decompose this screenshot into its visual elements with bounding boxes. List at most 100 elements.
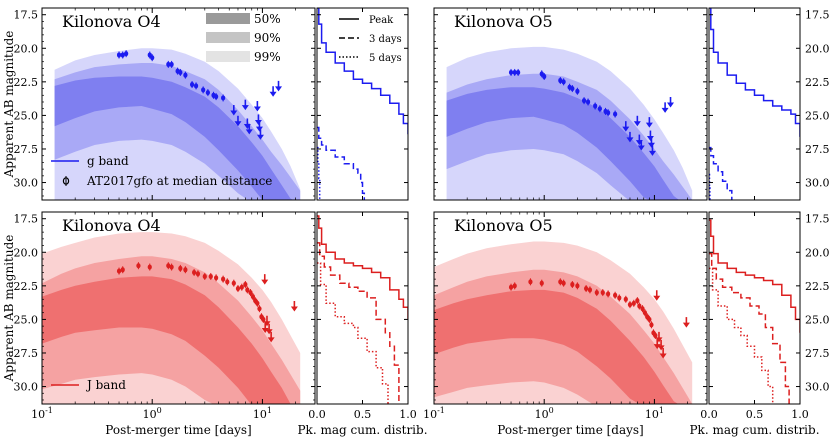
cdf-day3-line (317, 242, 400, 404)
upper-limit-arrow (245, 129, 253, 135)
cdf-xtick-label: 0.5 (354, 408, 372, 421)
xtick-exponent: 1 (267, 406, 272, 415)
upper-limit-arrow (267, 337, 275, 343)
panel-title: Kilonova O5 (454, 12, 553, 31)
data-point (202, 273, 207, 280)
data-point (116, 52, 122, 58)
credible-bands (54, 48, 301, 200)
band-50 (434, 289, 679, 404)
band-legend-label: 50% (254, 12, 281, 26)
data-point (558, 77, 563, 84)
at2017gfo-points (116, 262, 298, 343)
upper-limit-arrow (290, 306, 298, 312)
data-point (584, 285, 589, 292)
data-point (585, 99, 591, 105)
cdf-axis-label: Pk. mag cum. distrib. (689, 423, 819, 437)
upper-limit-arrow (230, 110, 238, 116)
y-axis-label: Apparent AB magnitude (2, 235, 16, 383)
ytick-label: 20.0 (14, 42, 39, 55)
data-point (600, 289, 605, 296)
gband-legend: g band AT2017gfo at median distance (51, 154, 272, 188)
data-point (637, 303, 642, 309)
xtick-base: 10 (31, 408, 45, 421)
ytick-label: 27.5 (14, 143, 39, 156)
main-axes-frame (41, 211, 316, 405)
ytick-label: 25.0 (14, 313, 39, 326)
credible-bands (446, 46, 693, 200)
upper-limit-arrow (653, 344, 661, 350)
credible-bands (434, 241, 693, 404)
panel-title: Kilonova O4 (62, 12, 161, 31)
upper-limit-arrow (255, 126, 263, 132)
upper-limit-arrow (655, 337, 663, 343)
cdf-xtick-label: 1.0 (399, 408, 417, 421)
data-point (575, 283, 580, 289)
data-point (255, 300, 260, 306)
upper-limit-arrow (265, 329, 273, 335)
xtick-label: 10-1 (423, 406, 445, 421)
x-axis-label: Post-merger time [days] (497, 423, 644, 437)
ytick-label: 30.0 (805, 177, 830, 190)
cdf-day5-line (317, 146, 321, 200)
cdf-lines (317, 8, 408, 200)
data-point (570, 85, 575, 92)
xtick-base: 10 (143, 408, 157, 421)
ytick-label: 22.5 (14, 76, 39, 89)
data-point (225, 279, 230, 285)
ytick-label: 22.5 (805, 76, 830, 89)
xtick-exponent: 0 (157, 406, 162, 415)
data-point (606, 110, 611, 116)
jband-legend: J band (51, 378, 126, 392)
xtick-label: 101 (645, 406, 664, 421)
data-point (250, 293, 256, 300)
data-point (120, 52, 125, 58)
data-point (617, 295, 622, 301)
xtick-base: 10 (423, 408, 437, 421)
data-point (235, 285, 241, 292)
cdf-peak-line (709, 8, 800, 137)
xtick-label: 100 (143, 406, 162, 421)
data-point (539, 280, 544, 286)
upper-limit-arrow (626, 137, 634, 143)
data-point (561, 280, 566, 286)
data-point (613, 292, 618, 298)
ytick-label: 27.5 (805, 143, 830, 156)
main-axes-frame (433, 7, 708, 201)
data-point (623, 296, 628, 302)
cdf-xtick-label: 0.5 (746, 408, 764, 421)
data-point (120, 267, 125, 273)
upper-limit-arrow (275, 86, 283, 92)
cdf-lines (709, 8, 800, 200)
data-point (239, 284, 244, 290)
ytick-label: 17.5 (14, 213, 39, 226)
ytick-label: 20.0 (805, 42, 830, 55)
data-point (245, 287, 250, 293)
cdf-legend-label: Peak (369, 15, 394, 26)
ytick-label: 20.0 (805, 246, 830, 259)
cdf-legend: Peak 3 days 5 days (339, 15, 402, 64)
cdf-legend-label: 5 days (369, 53, 402, 64)
ytick-label: 30.0 (14, 177, 39, 190)
ytick-label: 30.0 (805, 381, 830, 394)
panel-2: 17.5 20.0 22.5 25.0 27.5 30.0 Kilonova O5 (433, 7, 830, 201)
data-point (512, 283, 517, 289)
data-point (166, 61, 171, 67)
data-point (594, 289, 599, 296)
data-point (178, 69, 183, 76)
cdf-xtick-label: 1.0 (791, 408, 809, 421)
upper-limit-arrow (647, 142, 655, 148)
xtick-label: 101 (253, 406, 272, 421)
data-point (261, 316, 266, 323)
jband-legend-label: J band (85, 378, 126, 392)
data-point (178, 265, 183, 271)
xtick-label: 10-1 (31, 406, 53, 421)
cdf-lines (709, 219, 800, 404)
ytick-label: 25.0 (805, 109, 830, 122)
data-point (512, 69, 517, 76)
data-point (570, 281, 575, 288)
data-point (231, 280, 236, 286)
data-point (124, 51, 129, 57)
upper-limit-arrow (253, 106, 261, 112)
ytick-label: 22.5 (805, 280, 830, 293)
